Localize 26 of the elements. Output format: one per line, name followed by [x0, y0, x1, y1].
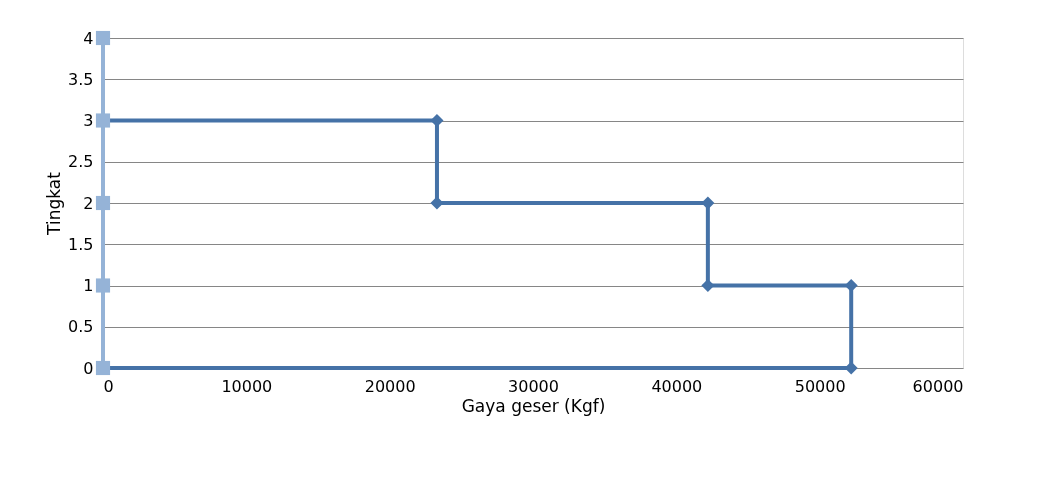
y-tick-label: 3 [83, 111, 94, 130]
point [430, 196, 444, 210]
y-tick-label: 1.5 [68, 234, 94, 254]
point [95, 195, 111, 211]
x-tick-label: 60000 [912, 376, 964, 396]
x-tick-label: 0 [103, 376, 114, 396]
y-tick-label: 0.5 [68, 317, 94, 337]
point [701, 278, 715, 293]
y-tick-label: 0 [83, 358, 94, 378]
x-tick-label: 20000 [364, 376, 416, 396]
point [701, 196, 715, 210]
y-tick-label: 2 [83, 193, 94, 213]
point [844, 278, 858, 293]
x-tick-label: 50000 [794, 376, 846, 396]
x-axis-title: Gaya geser (Kgf) [461, 395, 606, 416]
point [844, 361, 858, 375]
x-tick-label: 10000 [221, 376, 273, 396]
point [95, 30, 111, 46]
y-tick-label: 3.5 [68, 69, 94, 89]
y-tick-label: 4 [83, 28, 94, 48]
point [95, 278, 111, 293]
y-tick-label: 1 [83, 276, 94, 295]
x-tick-label: 40000 [651, 376, 703, 396]
y-axis-title: Tingkat [44, 171, 65, 236]
x-tick-label: 30000 [508, 376, 559, 396]
y-tick-label: 2.5 [68, 152, 94, 172]
